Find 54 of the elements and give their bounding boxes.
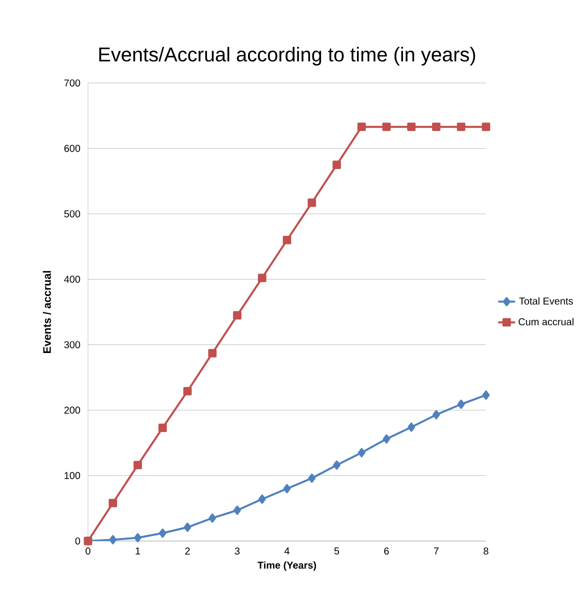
y-tick-label: 400 [64,276,80,283]
y-axis-title: Events / accrual [42,271,52,353]
chart-title: Events/Accrual according to time (in years) [99,46,476,66]
point [282,236,292,244]
point [208,514,216,523]
y-tick-label: 500 [64,210,80,218]
point [109,535,117,544]
point [482,390,490,400]
point [258,494,266,504]
point [456,122,466,132]
y-tick-label: 200 [64,406,80,414]
point [432,410,440,420]
x-tick-label: 4 [284,548,290,554]
point [234,506,241,515]
point [308,474,316,483]
point [332,160,341,169]
x-tick-label: 2 [185,548,190,554]
point [108,498,118,508]
y-tick-label: 0 [75,537,80,545]
point [382,122,391,132]
x-tick-label: 3 [234,548,240,555]
x-tick-label: 7 [434,548,439,554]
x-tick-label: 0 [86,548,90,555]
point [208,349,217,358]
point [408,422,416,432]
point [358,448,366,458]
point [158,528,166,538]
point [134,460,142,470]
x-tick-label: 1 [136,548,140,554]
x-tick-label: 5 [334,548,340,554]
x-tick-label: 8 [484,548,488,555]
point [258,274,266,282]
x-tick-label: 6 [384,548,389,555]
point [184,522,192,532]
point [233,311,242,320]
point [333,460,340,470]
point [134,533,142,542]
point [308,198,316,207]
legend-label: Cum accrual [518,318,574,326]
point [482,122,490,132]
y-tick-label: 300 [64,341,80,348]
point [283,484,291,494]
y-tick-label: 600 [64,144,80,152]
y-tick-label: 100 [64,472,80,480]
point [432,122,440,132]
point [407,122,416,132]
legend-label: Total Events [519,297,573,305]
point [457,400,465,409]
point [183,386,192,396]
point [382,434,390,444]
point [357,122,366,132]
x-axis-title: Time (Years) [258,561,316,571]
y-tick-label: 700 [64,79,80,87]
point [158,424,167,432]
